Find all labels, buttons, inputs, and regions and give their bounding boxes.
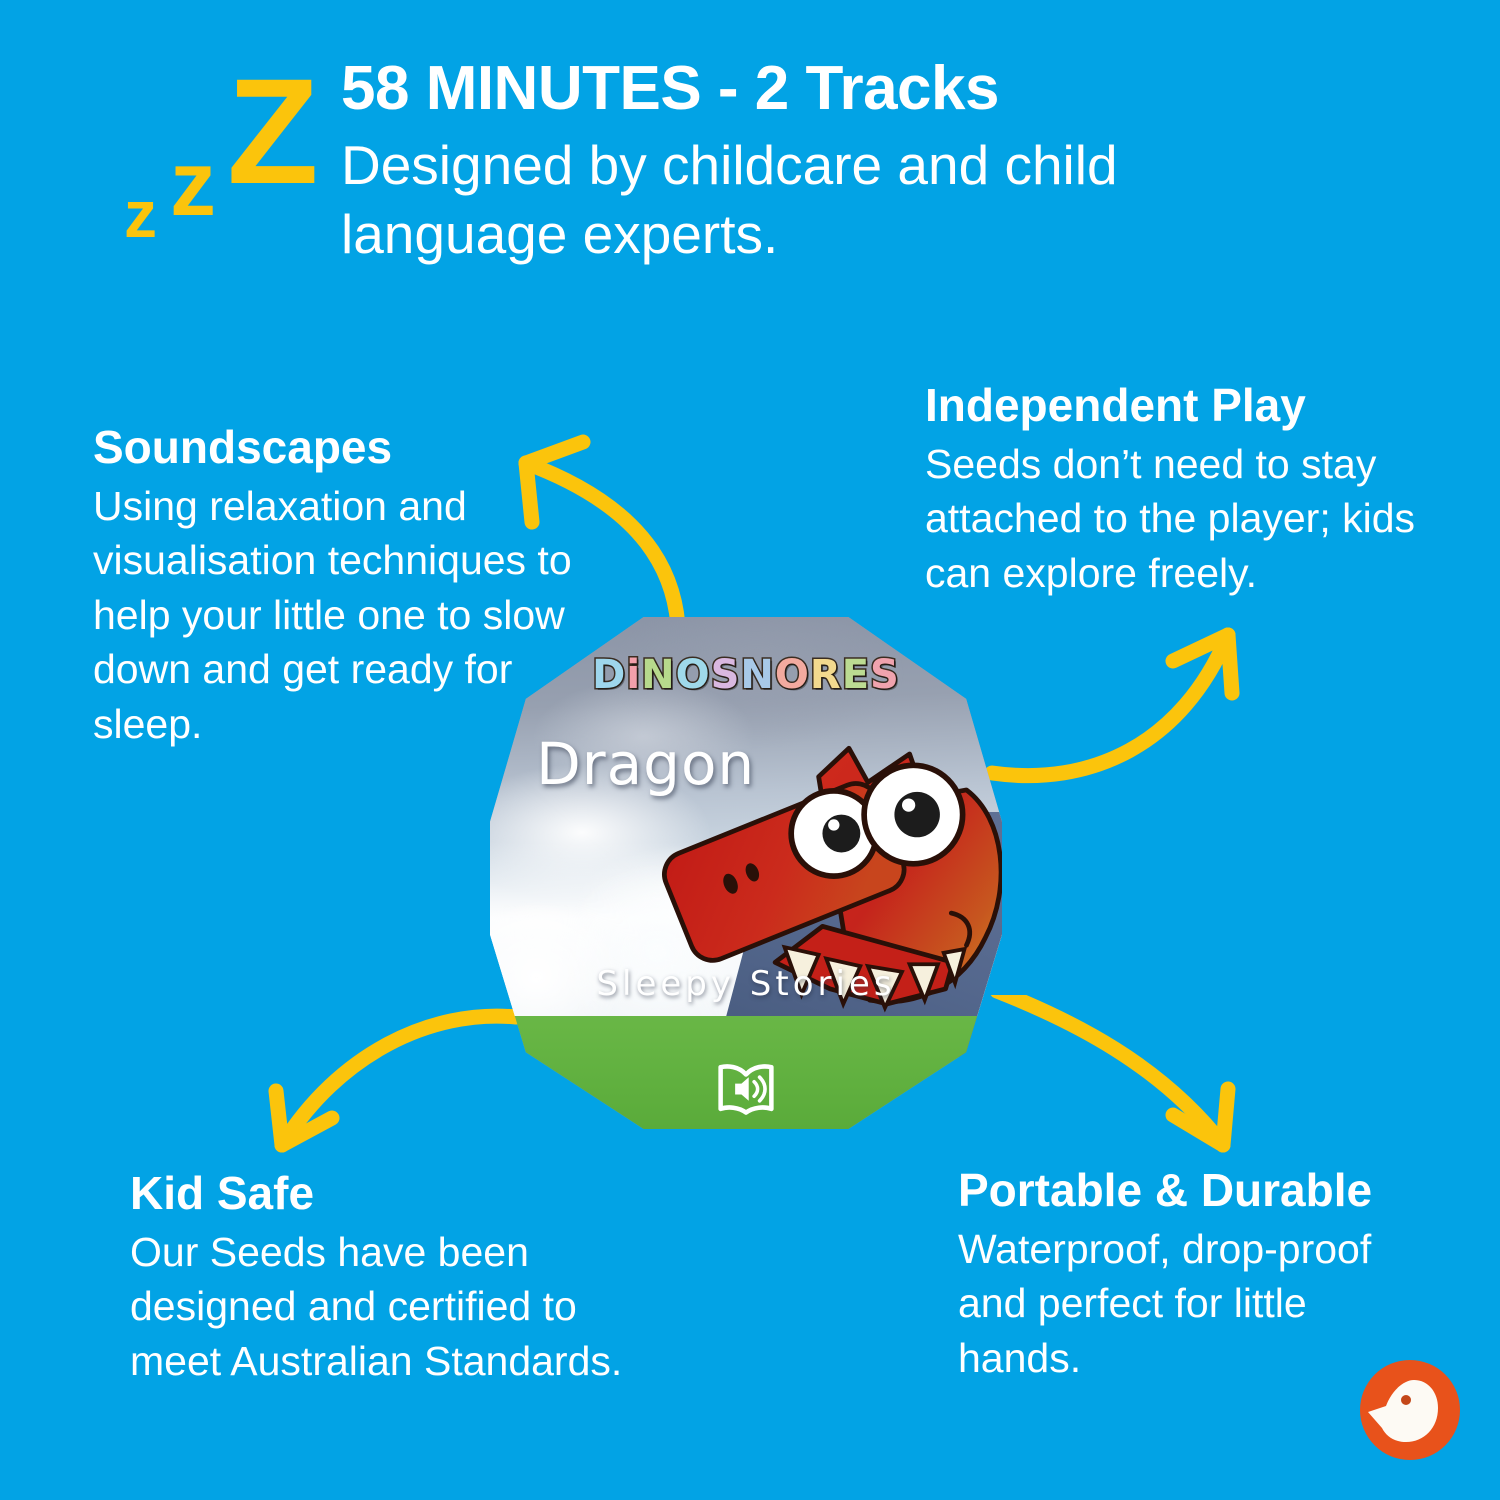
feature-independent-play: Independent Play Seeds don’t need to sta… — [925, 380, 1455, 600]
page-subtitle: Designed by childcare and child language… — [341, 134, 1118, 266]
feature-soundscapes-title: Soundscapes — [93, 421, 393, 473]
feature-kid-safe-title: Kid Safe — [130, 1167, 315, 1219]
zzz-sleep-icon: z z Z — [122, 47, 337, 268]
brand-letter-5: N — [739, 652, 776, 699]
header-section: z z Z 58 MINUTES - 2 Tracks Designed by … — [0, 0, 1500, 340]
bird-head-logo — [1360, 1360, 1460, 1460]
feature-soundscapes: Soundscapes Using relaxation and visuali… — [93, 422, 613, 751]
feature-portable-durable-title: Portable & Durable — [958, 1164, 1373, 1216]
zzz-letter-medium: z — [170, 133, 216, 235]
product-title: Dragon — [536, 729, 756, 798]
feature-independent-play-body: Seeds don’t need to stay attached to the… — [925, 440, 1416, 596]
brand-letter-6: O — [773, 652, 810, 699]
feature-soundscapes-body: Using relaxation and visualisation techn… — [93, 482, 572, 747]
page-title: 58 MINUTES - 2 Tracks — [341, 54, 1000, 123]
brand-letter-1: i — [625, 652, 642, 699]
brand-letter-0: D — [591, 652, 627, 699]
product-subtitle: Sleepy Stories — [596, 963, 896, 1004]
product-disc[interactable]: DiNOSNORES Dragon Sleepy Stories — [490, 617, 1002, 1129]
feature-portable-durable: Portable & Durable Waterproof, drop-proo… — [958, 1165, 1428, 1385]
dragon-illustration — [662, 745, 1002, 1013]
book-speaker-icon — [718, 1063, 774, 1115]
feature-portable-durable-body: Waterproof, drop-proof and perfect for l… — [958, 1225, 1372, 1381]
zzz-letter-large: Z — [227, 47, 319, 215]
product-brand-wordmark: DiNOSNORES — [490, 652, 1002, 699]
product-disc-face: DiNOSNORES Dragon Sleepy Stories — [490, 617, 1002, 1129]
curved-arrow-up-right-icon — [984, 627, 1240, 784]
brand-letter-7: R — [808, 652, 842, 699]
brand-letter-8: E — [840, 652, 871, 699]
feature-kid-safe-body: Our Seeds have been designed and certifi… — [130, 1228, 623, 1384]
brand-letter-9: S — [869, 652, 901, 699]
header-text-block: 58 MINUTES - 2 Tracks Designed by childc… — [341, 56, 1401, 270]
brand-letter-4: S — [709, 652, 741, 699]
brand-letter-2: N — [640, 652, 677, 699]
feature-independent-play-title: Independent Play — [925, 379, 1306, 431]
brand-letter-3: O — [674, 652, 711, 699]
feature-kid-safe: Kid Safe Our Seeds have been designed an… — [130, 1168, 670, 1388]
curved-arrow-down-right-icon — [990, 995, 1236, 1153]
zzz-letter-small: z — [124, 177, 157, 251]
